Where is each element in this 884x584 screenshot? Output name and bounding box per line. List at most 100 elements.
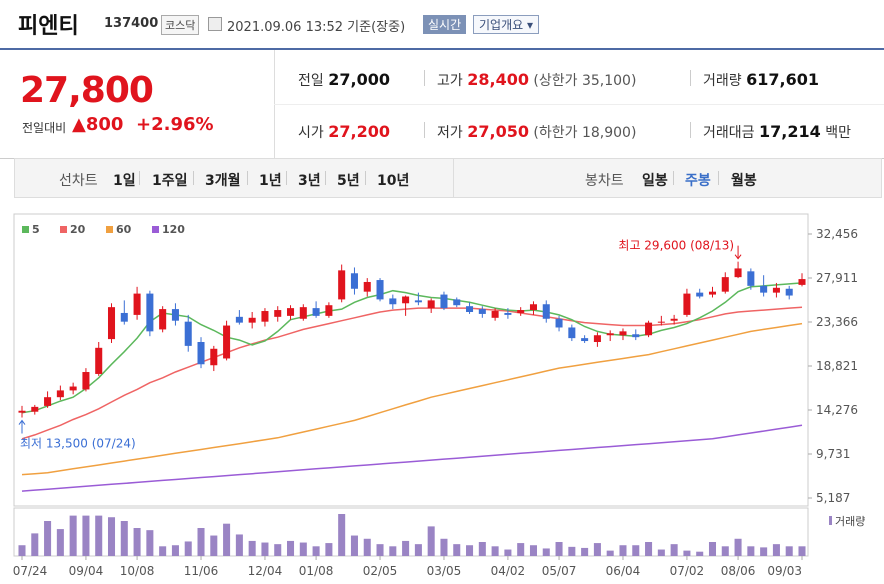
x-tick-label: 09/03 [767,564,802,578]
candle [299,304,307,321]
volume-bar [606,550,614,556]
high-arrowhead [734,254,742,260]
candle [670,314,678,325]
tab-5year[interactable]: 5년 [337,173,360,189]
tab-daily[interactable]: 일봉 [642,173,668,189]
candle-body [287,308,295,316]
candle [721,272,729,294]
candle-body [466,306,474,312]
candle-body [478,309,486,314]
tab-weekly[interactable]: 주봉 [685,173,711,189]
tab-monthly[interactable]: 월봉 [731,173,757,189]
volume-bar [517,543,525,556]
volume-bar [376,544,384,556]
volume-bar [440,538,448,556]
volume-bars: 거래량 [18,514,865,556]
volume-bar [82,515,90,556]
candle-body [69,386,77,391]
volume-bar [683,550,691,556]
volume-bar [427,526,435,556]
volume-bar [491,546,499,556]
candle [159,306,167,333]
open-price: 시가 27,200 [298,122,390,141]
candle-body [593,335,601,343]
volume-bar [338,514,346,556]
tab-3month[interactable]: 3개월 [205,173,241,189]
tab-1year[interactable]: 1년 [259,173,282,189]
candle-body [82,372,90,390]
candle-body [159,309,167,330]
candle [478,306,486,318]
tab-3year[interactable]: 3년 [298,173,321,189]
candle-body [274,310,282,317]
candle [798,273,806,287]
candle [274,306,282,322]
candle-body [56,390,64,398]
candle [593,332,601,347]
candle-body [338,270,346,300]
candle-body [376,280,384,300]
line-chart-label: 선차트 [59,173,98,189]
candle-body [708,291,717,295]
x-tick-label: 11/06 [184,564,219,578]
ma20-line [21,306,803,440]
volume-bar [402,540,410,556]
ma-legend: 5 20 60 120 [22,223,185,236]
candle [440,291,448,311]
volume-bar [44,521,52,556]
candle [734,261,742,279]
candle-body [606,333,614,336]
legend-label: 60 [116,223,132,236]
volume-bar [785,546,793,556]
volume-legend-label: 거래량 [835,515,865,528]
candle [95,342,103,376]
legend-label: 5 [32,223,40,236]
tab-1week[interactable]: 1주일 [152,173,188,189]
timestamp: 2021.09.06 13:52 기준(장중) [227,20,406,35]
high-note: 최고 29,600 (08/13) [618,239,734,253]
candle [504,308,512,319]
volume-bar [107,517,116,556]
candle [223,320,231,361]
tab-10year[interactable]: 10년 [377,173,410,189]
volume-bar [453,544,461,556]
realtime-button[interactable]: 실시간 [423,15,467,34]
change-label: 전일대비 [22,121,67,135]
candle [82,368,90,392]
candle [402,295,410,316]
candle-body [389,298,397,305]
candle-body [414,300,422,303]
candle-body [798,279,806,285]
candle [466,302,474,314]
tab-1day[interactable]: 1일 [113,173,136,189]
candle-body [44,397,52,406]
volume-bar [287,540,295,556]
candle-body [133,293,141,315]
volume-bar [760,547,768,556]
candle-body [299,307,307,319]
volume-bar [708,542,717,556]
candle [760,275,768,297]
volume-bar [171,545,179,556]
candle [555,315,563,332]
candle [414,292,422,306]
candle [235,310,243,325]
candle [210,345,218,372]
candle-body [772,287,780,293]
candle [708,286,717,298]
x-tick-label: 06/04 [606,564,641,578]
candle-body [248,317,256,323]
volume-bar [593,543,601,556]
volume-bar [312,546,320,556]
candle [18,405,26,418]
candle-body [504,312,512,315]
candle [197,337,205,369]
volume-bar [120,521,128,556]
candle-body [427,300,435,309]
candle [491,308,499,321]
y-tick-label: 9,731 [816,447,850,461]
company-overview-dropdown[interactable]: 기업개요 ▾ [473,15,539,34]
candle-body [568,327,576,339]
volume-bar [31,533,39,556]
candle-body [363,281,371,292]
